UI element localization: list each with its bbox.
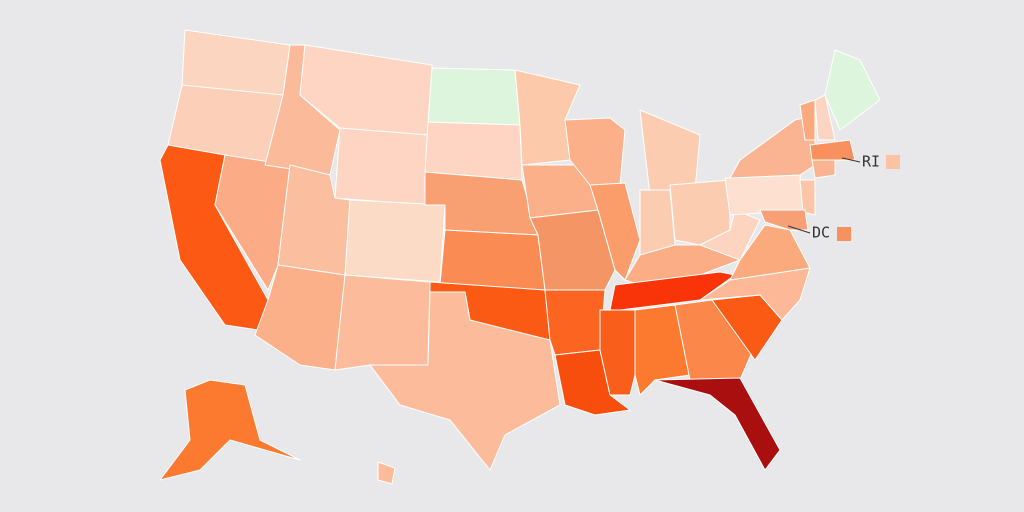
- state: [344, 199, 446, 283]
- state: [729, 224, 811, 281]
- state: [809, 139, 856, 161]
- callout-swatch: [886, 155, 900, 169]
- callout-label: DC: [812, 224, 830, 242]
- state: [334, 274, 431, 371]
- state: [377, 461, 396, 485]
- state: [639, 189, 676, 256]
- state: [699, 209, 761, 261]
- callout-label: RI: [862, 153, 880, 171]
- state: [544, 289, 606, 356]
- leader-line: [841, 157, 861, 163]
- state: [799, 99, 816, 141]
- state: [427, 67, 521, 126]
- state: [439, 229, 546, 291]
- state: [824, 49, 881, 131]
- state: [654, 377, 781, 471]
- state: [724, 174, 806, 216]
- state: [674, 299, 756, 381]
- callout-swatch: [837, 227, 851, 241]
- state: [814, 94, 836, 141]
- callouts: RI DC: [787, 153, 900, 242]
- state: [159, 379, 301, 481]
- state: [334, 127, 429, 206]
- state: [369, 291, 561, 471]
- state: [799, 179, 816, 216]
- state: [424, 121, 523, 181]
- leader-line: [787, 225, 811, 234]
- states: [159, 29, 881, 485]
- state: [811, 159, 836, 179]
